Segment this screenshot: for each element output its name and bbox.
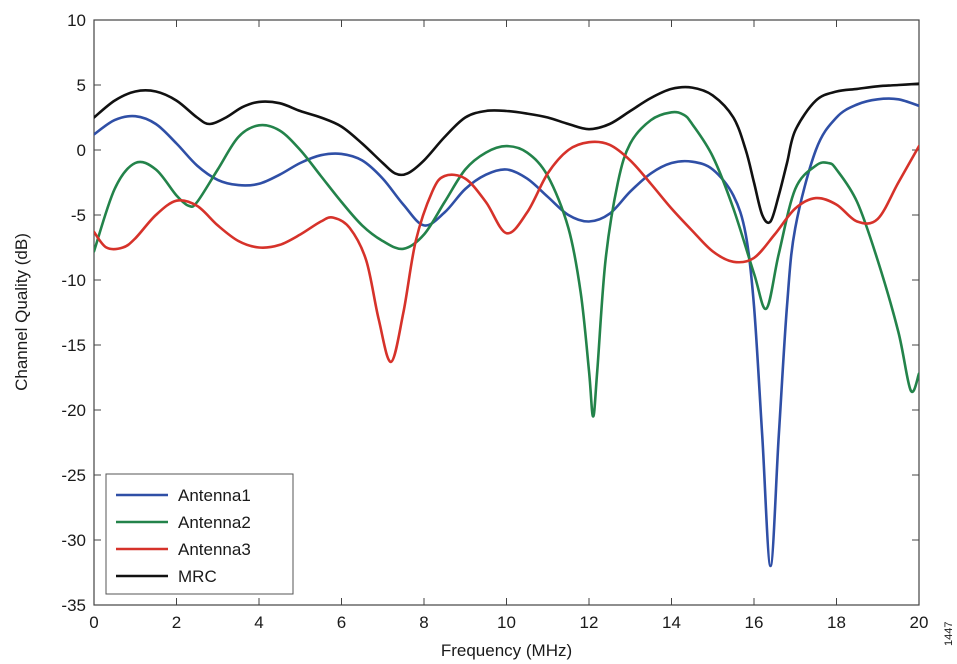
x-tick-label: 4: [254, 613, 263, 632]
y-tick-label: -25: [61, 466, 86, 485]
x-tick-label: 14: [662, 613, 681, 632]
x-tick-label: 0: [89, 613, 98, 632]
x-axis-title: Frequency (MHz): [441, 641, 572, 660]
x-tick-label: 18: [827, 613, 846, 632]
y-tick-label: 0: [77, 141, 86, 160]
series-layer: [94, 82, 919, 568]
x-tick-label: 8: [419, 613, 428, 632]
y-tick-label: -5: [71, 206, 86, 225]
x-tick-label: 6: [337, 613, 346, 632]
x-tick-label: 20: [910, 613, 929, 632]
legend-label-antenna1: Antenna1: [178, 486, 251, 505]
y-axis-title: Channel Quality (dB): [12, 233, 31, 391]
legend: Antenna1 Antenna2 Antenna3 MRC: [105, 473, 294, 595]
series-line-mrc: [94, 82, 919, 225]
y-tick-label: 10: [67, 11, 86, 30]
y-tick-label: 5: [77, 76, 86, 95]
series-line-antenna2: [94, 110, 919, 418]
y-tick-label: -35: [61, 596, 86, 615]
x-tick-label: 16: [745, 613, 764, 632]
y-axis: 10 5 0 -5 -10 -15 -20 -25 -30 -35: [61, 11, 919, 615]
y-tick-label: -10: [61, 271, 86, 290]
legend-label-antenna2: Antenna2: [178, 513, 251, 532]
y-tick-label: -30: [61, 531, 86, 550]
legend-label-antenna3: Antenna3: [178, 540, 251, 559]
series-line-antenna1: [94, 97, 919, 568]
x-tick-label: 12: [580, 613, 599, 632]
x-tick-label: 10: [497, 613, 516, 632]
x-axis: 0 2 4 6 8 10 12 14 16 18 20: [89, 20, 928, 632]
legend-label-mrc: MRC: [178, 567, 217, 586]
series-line-antenna3: [94, 140, 919, 364]
y-tick-label: -15: [61, 336, 86, 355]
x-tick-label: 2: [172, 613, 181, 632]
figure-id: 1447: [943, 622, 955, 646]
y-tick-label: -20: [61, 401, 86, 420]
